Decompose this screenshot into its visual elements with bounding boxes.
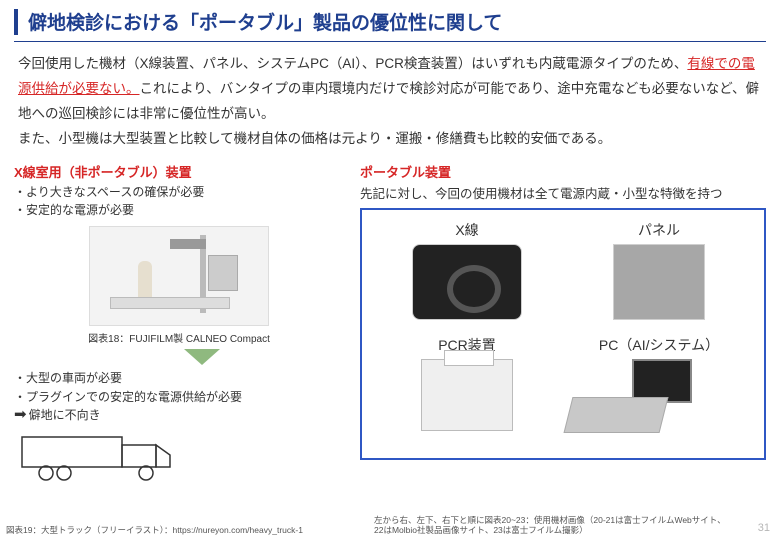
- label-panel: パネル: [568, 220, 750, 240]
- label-xray: X線: [376, 220, 558, 240]
- page-number: 31: [758, 522, 770, 534]
- footnote-left: 図表19：大型トラック（フリーイラスト）：https://nureyon.com…: [6, 525, 303, 536]
- left-bullets-bottom: ・大型の車両が必要 ・プラグインでの安定的な電源供給が必要 ➡僻地に不向き: [14, 369, 344, 425]
- title-underline: [14, 41, 766, 42]
- fig18-caption: 図表18：FUJIFILM製 CALNEO Compact: [14, 330, 344, 345]
- panel-device-icon: [613, 244, 705, 320]
- fig18: 図表18：FUJIFILM製 CALNEO Compact: [14, 226, 344, 345]
- bullet: ・プラグインでの安定的な電源供給が必要: [14, 388, 344, 407]
- fig18-image: [89, 226, 269, 326]
- bullet: ・大型の車両が必要: [14, 369, 344, 388]
- intro-paragraph: 今回使用した機材（X線装置、パネル、システムPC（AI）、PCR検査装置）はいず…: [0, 52, 780, 152]
- pc-device-icon: [568, 359, 698, 433]
- pcr-device-icon: [421, 359, 513, 431]
- arrow-right-icon: ➡: [14, 407, 27, 422]
- bullet: ・より大きなスペースの確保が必要: [14, 183, 344, 202]
- portable-box: X線 パネル PCR装置 PC（AI/システム）: [360, 208, 766, 460]
- xray-device-icon: [412, 244, 522, 320]
- bullet: ・安定的な電源が必要: [14, 201, 344, 220]
- cell-pcr: PCR装置: [376, 335, 558, 446]
- cell-panel: パネル: [568, 220, 750, 331]
- truck-icon: [20, 431, 180, 483]
- conclusion-line: ➡僻地に不向き: [14, 406, 344, 425]
- intro-pre: 今回使用した機材（X線装置、パネル、システムPC（AI）、PCR検査装置）はいず…: [18, 56, 687, 71]
- right-sub: 先記に対し、今回の使用機材は全て電源内蔵・小型な特徴を持つ: [360, 183, 766, 202]
- right-header: ポータブル装置: [360, 162, 766, 181]
- intro-line2: また、小型機は大型装置と比較して機材自体の価格は元より・運搬・修繕費も比較的安価…: [18, 131, 611, 146]
- label-pc: PC（AI/システム）: [568, 335, 750, 355]
- right-column: ポータブル装置 先記に対し、今回の使用機材は全て電源内蔵・小型な特徴を持つ X線…: [360, 162, 766, 486]
- title-accent: [14, 9, 18, 35]
- cell-pc: PC（AI/システム）: [568, 335, 750, 446]
- title-bar: 僻地検診における「ポータブル」製品の優位性に関して: [0, 0, 780, 41]
- cell-xray: X線: [376, 220, 558, 331]
- left-column: X線室用（非ポータブル）装置 ・より大きなスペースの確保が必要 ・安定的な電源が…: [14, 162, 344, 486]
- columns: X線室用（非ポータブル）装置 ・より大きなスペースの確保が必要 ・安定的な電源が…: [0, 152, 780, 486]
- conclusion-text: 僻地に不向き: [29, 408, 101, 422]
- left-bullets-top: ・より大きなスペースの確保が必要 ・安定的な電源が必要: [14, 183, 344, 220]
- page-title: 僻地検診における「ポータブル」製品の優位性に関して: [28, 8, 502, 35]
- device-grid: X線 パネル PCR装置 PC（AI/システム）: [376, 220, 750, 446]
- arrow-down-icon: [184, 349, 220, 365]
- footnote-right: 左から右、左下、右下と順に図表20~23：使用機材画像（20-21は富士フイルム…: [374, 515, 734, 536]
- left-header: X線室用（非ポータブル）装置: [14, 162, 344, 181]
